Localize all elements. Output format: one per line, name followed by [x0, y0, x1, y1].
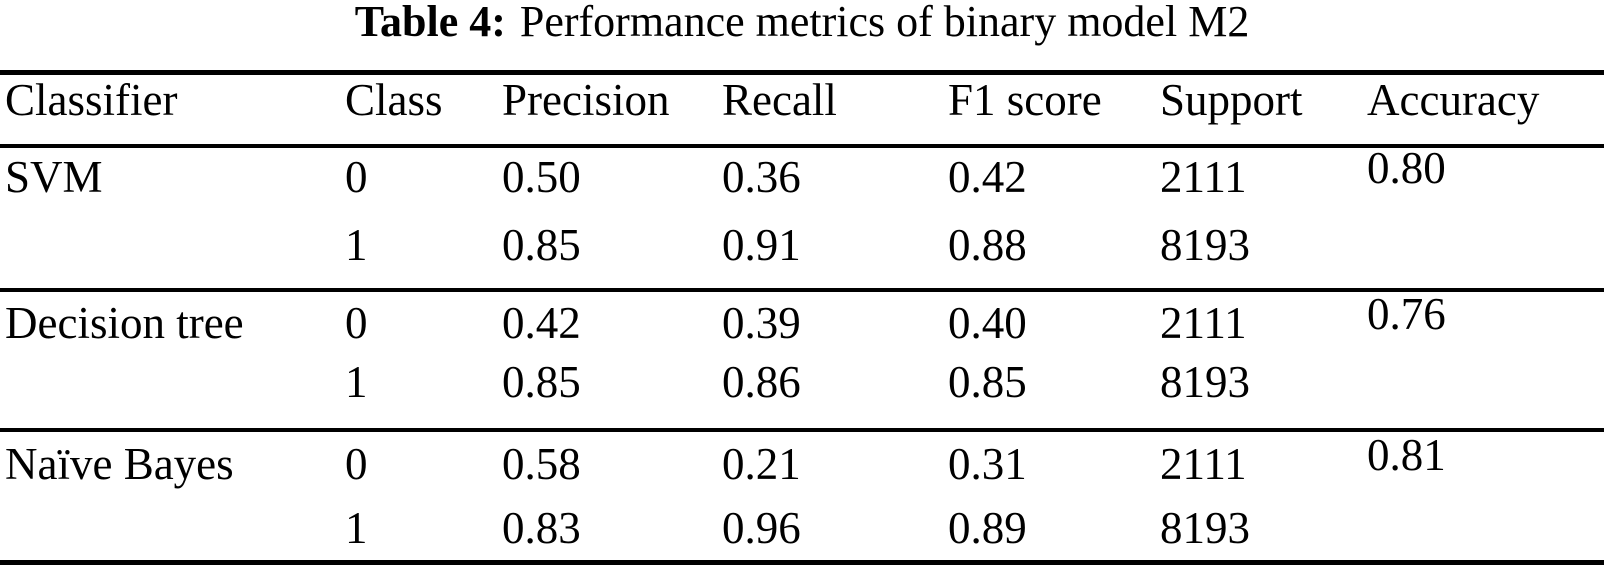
cell-classifier: Naïve Bayes [5, 439, 234, 489]
column-header-class: Class [345, 75, 443, 125]
table-caption-number: Table 4: [354, 0, 506, 46]
table-rule-bottom [0, 560, 1604, 565]
cell-support: 8193 [1160, 503, 1250, 553]
cell-classifier: Decision tree [5, 298, 244, 348]
cell-accuracy: 0.80 [1367, 143, 1446, 193]
cell-f1-score: 0.31 [948, 439, 1027, 489]
cell-support: 2111 [1160, 439, 1247, 489]
cell-precision: 0.85 [502, 357, 581, 407]
table-row-svm-class1: 1 0.85 0.91 0.88 8193 [0, 223, 1604, 269]
cell-classifier: SVM [5, 152, 103, 202]
cell-class: 1 [345, 357, 368, 407]
cell-support: 8193 [1160, 357, 1250, 407]
cell-class: 0 [345, 298, 368, 348]
cell-recall: 0.21 [722, 439, 801, 489]
table-row-svm-class0: SVM 0 0.50 0.36 0.42 2111 0.80 [0, 146, 1604, 202]
cell-support: 2111 [1160, 298, 1247, 348]
column-header-recall: Recall [722, 75, 837, 125]
column-header-support: Support [1160, 75, 1303, 125]
table-row-decision-tree-class1: 1 0.85 0.86 0.85 8193 [0, 360, 1604, 406]
cell-f1-score: 0.40 [948, 298, 1027, 348]
cell-precision: 0.83 [502, 503, 581, 553]
cell-class: 1 [345, 503, 368, 553]
column-header-accuracy: Accuracy [1367, 75, 1540, 125]
table-rule-top [0, 70, 1604, 75]
cell-precision: 0.85 [502, 220, 581, 270]
cell-class: 0 [345, 152, 368, 202]
table-row-naive-bayes-class0: Naïve Bayes 0 0.58 0.21 0.31 2111 0.81 [0, 433, 1604, 489]
table-rule-header [0, 144, 1604, 148]
table-row-naive-bayes-class1: 1 0.83 0.96 0.89 8193 [0, 506, 1604, 552]
cell-accuracy: 0.76 [1367, 289, 1446, 339]
cell-recall: 0.39 [722, 298, 801, 348]
cell-recall: 0.91 [722, 220, 801, 270]
cell-recall: 0.86 [722, 357, 801, 407]
cell-precision: 0.58 [502, 439, 581, 489]
cell-precision: 0.42 [502, 298, 581, 348]
table-caption-title: Performance metrics of binary model M2 [519, 0, 1250, 46]
cell-precision: 0.50 [502, 152, 581, 202]
cell-class: 1 [345, 220, 368, 270]
cell-support: 8193 [1160, 220, 1250, 270]
cell-class: 0 [345, 439, 368, 489]
cell-support: 2111 [1160, 152, 1247, 202]
column-header-f1-score: F1 score [948, 75, 1102, 125]
column-header-classifier: Classifier [5, 75, 178, 125]
table-header-row: Classifier Class Precision Recall F1 sco… [0, 78, 1604, 124]
cell-f1-score: 0.89 [948, 503, 1027, 553]
cell-accuracy: 0.81 [1367, 430, 1446, 480]
cell-recall: 0.36 [722, 152, 801, 202]
cell-f1-score: 0.88 [948, 220, 1027, 270]
table-row-decision-tree-class0: Decision tree 0 0.42 0.39 0.40 2111 0.76 [0, 292, 1604, 348]
table-caption: Table 4: Performance metrics of binary mo… [0, 0, 1604, 44]
cell-f1-score: 0.85 [948, 357, 1027, 407]
cell-recall: 0.96 [722, 503, 801, 553]
table-rule-mid2 [0, 428, 1604, 432]
column-header-precision: Precision [502, 75, 670, 125]
table-rule-mid1 [0, 288, 1604, 292]
cell-f1-score: 0.42 [948, 152, 1027, 202]
